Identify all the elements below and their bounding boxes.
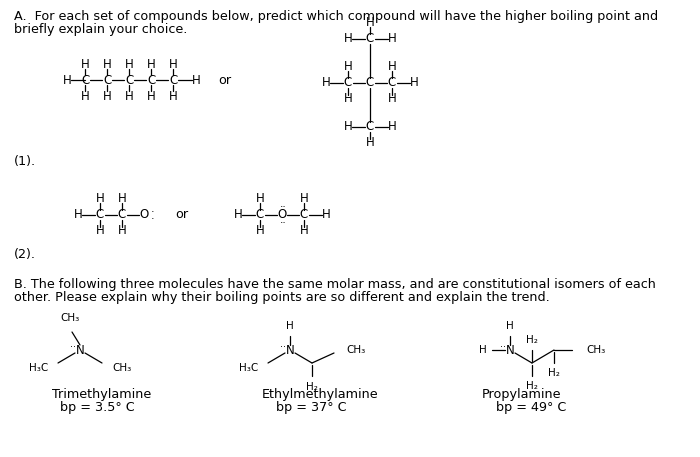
Text: (1).: (1). [14,155,36,168]
Text: H: H [388,92,396,106]
Text: H: H [118,224,127,238]
Text: or: or [175,208,188,222]
Text: C: C [169,74,177,86]
Text: H: H [388,121,396,133]
Text: H: H [74,208,83,222]
Text: C: C [118,208,126,222]
Text: H: H [256,224,265,238]
Text: H₂: H₂ [306,382,318,392]
Text: C: C [125,74,133,86]
Text: N: N [286,344,295,356]
Text: C: C [96,208,104,222]
Text: Trimethylamine: Trimethylamine [52,388,151,401]
Text: H: H [169,90,177,102]
Text: bp = 3.5° C: bp = 3.5° C [60,401,134,414]
Text: O: O [277,208,286,222]
Text: H: H [146,58,155,70]
Text: ·: · [151,214,155,224]
Text: H₂: H₂ [526,335,538,345]
Text: H: H [103,90,111,102]
Text: H: H [321,76,330,90]
Text: N: N [76,344,85,356]
Text: or: or [218,74,231,86]
Text: H: H [388,60,396,74]
Text: H: H [344,60,352,74]
Text: H: H [388,32,396,46]
Text: C: C [256,208,264,222]
Text: H: H [344,92,352,106]
Text: Propylamine: Propylamine [482,388,561,401]
Text: ·: · [151,207,155,217]
Text: H₃C: H₃C [239,363,258,373]
Text: CH₃: CH₃ [112,363,132,373]
Text: (2).: (2). [14,248,36,261]
Text: C: C [344,76,352,90]
Text: N: N [505,344,514,356]
Text: H: H [125,58,134,70]
Text: H: H [321,208,330,222]
Text: ··: ·· [279,218,286,228]
Text: H: H [480,345,487,355]
Text: bp = 49° C: bp = 49° C [496,401,566,414]
Text: H: H [118,192,127,206]
Text: ··: ·· [500,342,506,352]
Text: Ethylmethylamine: Ethylmethylamine [262,388,379,401]
Text: briefly explain your choice.: briefly explain your choice. [14,23,188,36]
Text: H: H [256,192,265,206]
Text: ··: ·· [280,342,286,352]
Text: H: H [286,321,294,331]
Text: C: C [81,74,89,86]
Text: H: H [365,137,375,149]
Text: other. Please explain why their boiling points are so different and explain the : other. Please explain why their boiling … [14,291,550,304]
Text: C: C [103,74,111,86]
Text: C: C [366,32,374,46]
Text: H₂: H₂ [526,381,538,391]
Text: H: H [365,16,375,30]
Text: C: C [366,121,374,133]
Text: H₃C: H₃C [29,363,48,373]
Text: H: H [506,321,514,331]
Text: bp = 37° C: bp = 37° C [276,401,346,414]
Text: H: H [344,32,352,46]
Text: ··: ·· [70,342,76,352]
Text: B. The following three molecules have the same molar mass, and are constitutiona: B. The following three molecules have th… [14,278,656,291]
Text: CH₃: CH₃ [60,313,80,323]
Text: C: C [300,208,308,222]
Text: H: H [192,74,200,86]
Text: C: C [388,76,396,90]
Text: H: H [146,90,155,102]
Text: C: C [366,76,374,90]
Text: H: H [234,208,242,222]
Text: A.  For each set of compounds below, predict which compound will have the higher: A. For each set of compounds below, pred… [14,10,658,23]
Text: C: C [147,74,155,86]
Text: H: H [169,58,177,70]
Text: H: H [96,224,104,238]
Text: H: H [344,121,352,133]
Text: H: H [300,192,309,206]
Text: H: H [96,192,104,206]
Text: H: H [80,58,90,70]
Text: CH₃: CH₃ [586,345,606,355]
Text: CH₃: CH₃ [346,345,365,355]
Text: O: O [139,208,148,222]
Text: H: H [103,58,111,70]
Text: H₂: H₂ [548,368,560,378]
Text: H: H [125,90,134,102]
Text: H: H [62,74,71,86]
Text: ··: ·· [279,202,286,212]
Text: H: H [410,76,419,90]
Text: H: H [80,90,90,102]
Text: H: H [300,224,309,238]
